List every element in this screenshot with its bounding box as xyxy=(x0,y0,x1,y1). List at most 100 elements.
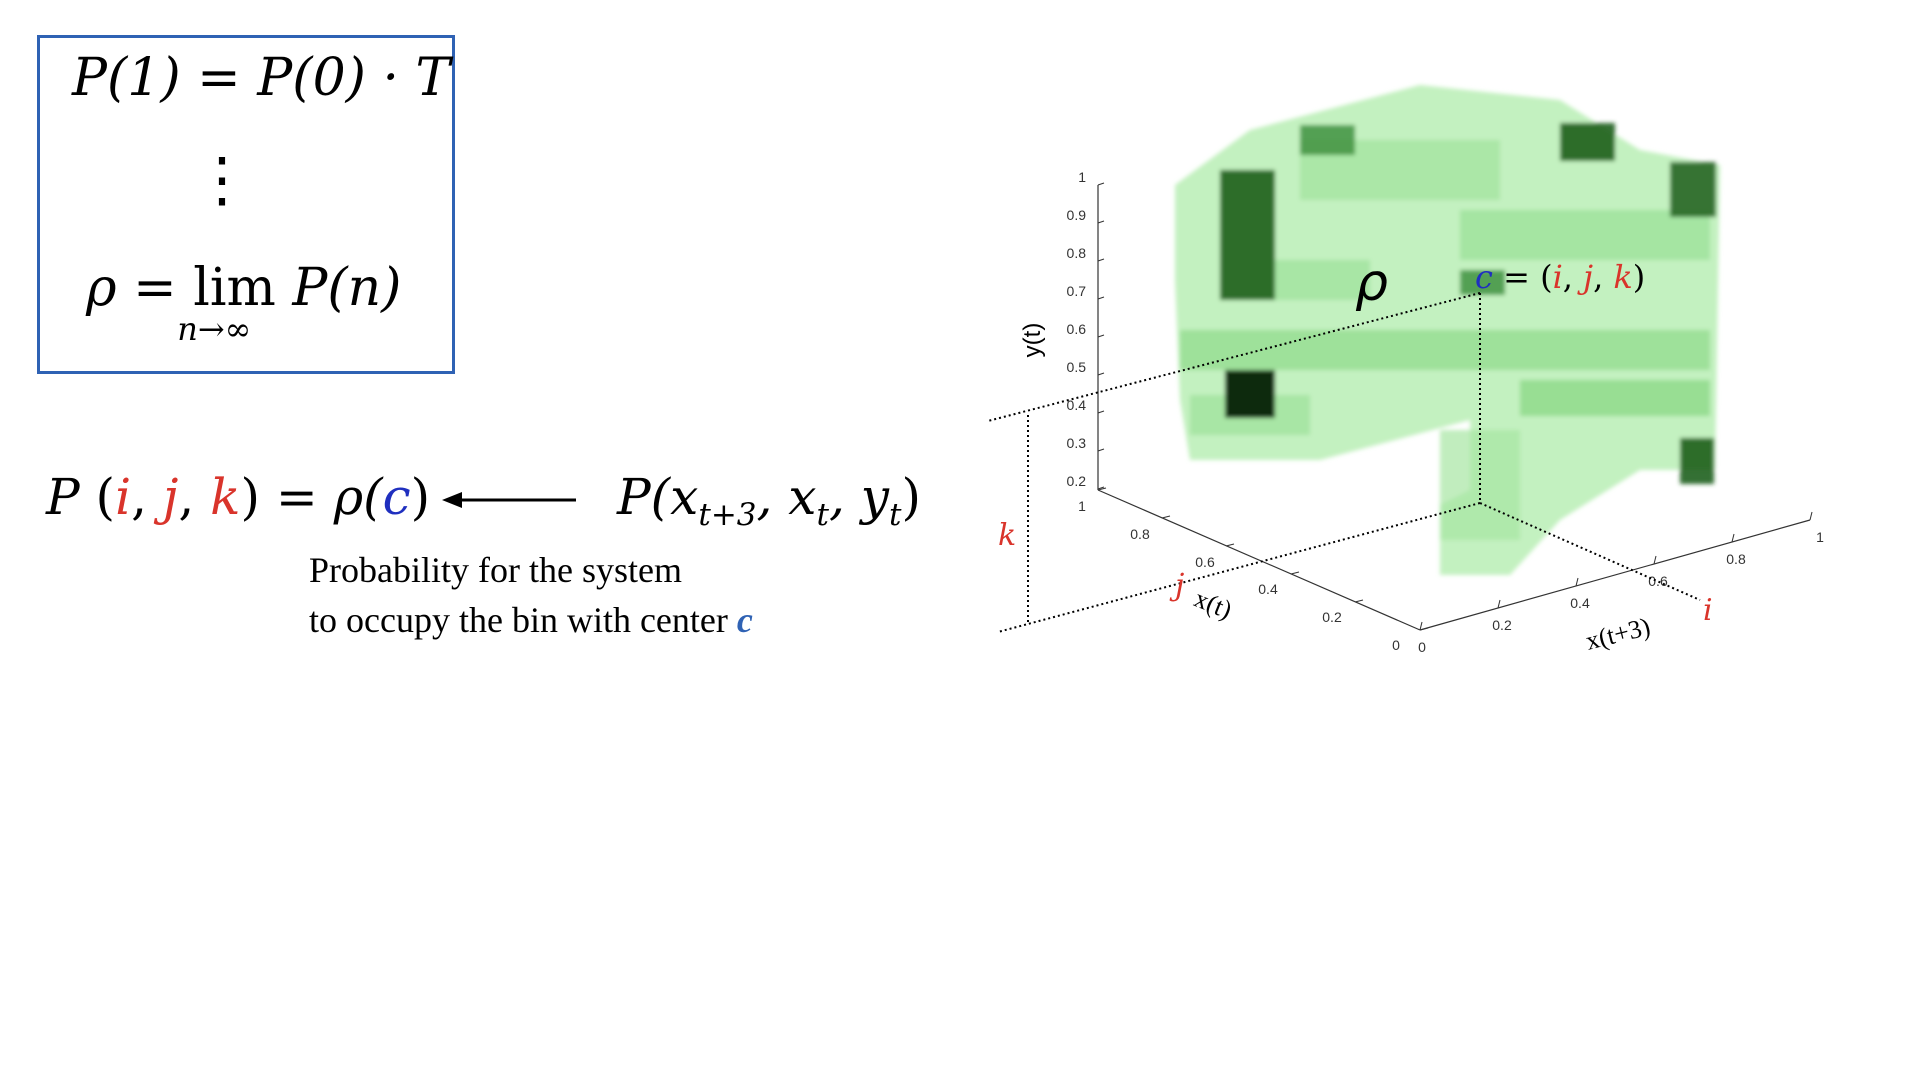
xt-tick xyxy=(1225,543,1235,547)
close-paren: ) xyxy=(410,468,431,526)
x-t3-axis-ticks xyxy=(1419,511,1813,631)
joint-sub-1: t+3 xyxy=(698,496,757,533)
z-axis-ticks xyxy=(1097,182,1105,490)
dark-block-7 xyxy=(1460,270,1505,295)
eq-equals-2: = xyxy=(116,258,194,318)
z-axis-label: y(t) xyxy=(1019,323,1046,358)
joint-end: ) xyxy=(901,468,922,526)
eq-rhs: P(0) · T xyxy=(257,48,451,108)
z-tick xyxy=(1097,372,1105,376)
x-t3-axis-label: x(t+3) xyxy=(1583,612,1653,656)
j-index-label: j xyxy=(1169,568,1184,603)
z-tick xyxy=(1097,448,1105,452)
xt3-tick-label: 0 xyxy=(1418,639,1426,655)
index-j: j xyxy=(162,468,179,526)
bin-c: c xyxy=(1475,258,1493,296)
dark-block-1 xyxy=(1220,170,1275,300)
caption-c: c xyxy=(736,600,753,640)
xt3-tick-label: 0.2 xyxy=(1492,617,1512,633)
i-index-label: i xyxy=(1703,593,1713,628)
joint-mid-2: , y xyxy=(828,468,890,526)
center-c: c xyxy=(382,468,411,526)
volume-band-3 xyxy=(1460,210,1710,260)
joint-sub-3: t xyxy=(889,496,902,533)
vertical-ellipsis: ⋮ xyxy=(192,145,252,215)
xt-tick-label: 1 xyxy=(1078,498,1086,514)
z-tick xyxy=(1097,220,1105,224)
volume-band-4 xyxy=(1520,380,1710,416)
k-index-label: k xyxy=(998,518,1016,553)
lim-text: lim xyxy=(193,258,276,318)
xt-tick-label: 0.6 xyxy=(1195,554,1215,570)
z-tick xyxy=(1097,296,1105,300)
z-axis-tick-labels: 1 0.9 0.8 0.7 0.6 0.5 0.4 0.3 0.2 xyxy=(1067,169,1087,489)
xt-tick-label: 0.8 xyxy=(1130,526,1150,542)
joint-sub-2: t xyxy=(816,496,829,533)
index-k: k xyxy=(210,468,241,526)
dark-block-6 xyxy=(1300,125,1355,155)
volume-band-1 xyxy=(1180,330,1710,370)
x-t-axis-line xyxy=(1097,489,1421,631)
xt3-tick xyxy=(1731,533,1735,543)
index-i: i xyxy=(115,468,132,526)
joint-p: P(x xyxy=(617,468,699,526)
z-tick-label: 0.5 xyxy=(1067,359,1087,375)
equation-limit: ρ = lim n→∞ P(n) xyxy=(86,258,402,348)
z-tick-label: 1 xyxy=(1078,169,1086,185)
xt3-tick xyxy=(1419,621,1423,631)
p-symbol: P xyxy=(46,468,80,526)
x-t-axis-ticks xyxy=(1097,487,1429,631)
caption-line-1: Probability for the system xyxy=(309,550,682,590)
proj-base-to-j xyxy=(997,502,1481,633)
xt3-tick xyxy=(1497,599,1501,609)
z-tick xyxy=(1097,182,1105,186)
xt3-tick xyxy=(1575,577,1579,587)
xt3-tick xyxy=(1653,555,1657,565)
bin-comma1: , xyxy=(1563,258,1583,296)
xt-tick xyxy=(1419,627,1429,631)
bin-eq: = ( xyxy=(1493,258,1553,296)
dark-block-4 xyxy=(1670,162,1716,217)
joint-probability: P(xt+3, xt, yt) xyxy=(617,468,921,533)
x-t-axis-tick-labels: 1 0.8 0.6 0.4 0.2 0 xyxy=(1078,498,1400,653)
z-tick-label: 0.8 xyxy=(1067,245,1087,261)
z-tick-label: 0.3 xyxy=(1067,435,1087,451)
rho-symbol: ρ xyxy=(86,258,117,318)
z-tick xyxy=(1097,258,1105,262)
dark-block-3 xyxy=(1560,123,1615,161)
dark-block-5 xyxy=(1680,438,1714,484)
caption: Probability for the system to occupy the… xyxy=(309,545,753,645)
z-tick-label: 0.9 xyxy=(1067,207,1087,223)
z-tick-label: 0.7 xyxy=(1067,283,1087,299)
xt3-tick-label: 0.4 xyxy=(1570,595,1590,611)
xt-tick xyxy=(1097,487,1107,491)
xt-tick xyxy=(1354,599,1364,603)
z-tick-label: 0.4 xyxy=(1067,397,1087,413)
eq-lhs: P(1) xyxy=(72,48,181,108)
bin-close: ) xyxy=(1633,258,1645,296)
bin-i: i xyxy=(1553,258,1563,296)
xt3-tick xyxy=(1809,511,1813,521)
eq-pn: P(n) xyxy=(292,258,402,318)
projection-lines xyxy=(987,292,1701,633)
plot-axes xyxy=(1097,185,1811,631)
z-tick xyxy=(1097,486,1105,490)
lim-subscript: n→∞ xyxy=(177,310,252,348)
equation-recurrence: P(1) = P(0) · T xyxy=(72,48,450,108)
z-tick xyxy=(1097,410,1105,414)
equation-box xyxy=(37,35,455,374)
x-t3-axis-line xyxy=(1419,519,1811,631)
limit-operator: lim n→∞ xyxy=(177,258,276,348)
proj-base-to-i xyxy=(1479,502,1701,601)
caption-line-2-text: to occupy the bin with center xyxy=(309,600,737,640)
xt-tick-label: 0.2 xyxy=(1322,609,1342,625)
bin-k: k xyxy=(1613,258,1632,296)
x-t3-axis-tick-labels: 0 0.2 0.4 0.6 0.8 1 xyxy=(1418,529,1824,655)
density-volume xyxy=(1175,85,1720,575)
eq-equals: = xyxy=(180,48,258,108)
rho-of: ρ( xyxy=(333,468,383,526)
caption-line-2: to occupy the bin with center c xyxy=(309,595,753,645)
z-tick xyxy=(1097,334,1105,338)
xt-tick-label: 0 xyxy=(1392,637,1400,653)
